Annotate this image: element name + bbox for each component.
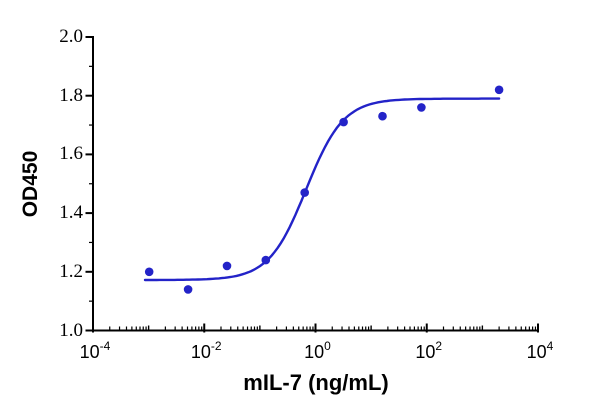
y-tick-label: 1.6 (59, 143, 83, 165)
y-tick-label: 1.8 (59, 84, 83, 106)
dose-response-curve (143, 97, 501, 282)
data-point (300, 188, 310, 197)
x-tick-label: 104 (526, 339, 554, 362)
x-tick-label: 10-4 (79, 339, 111, 362)
x-tick-label: 10-2 (190, 339, 222, 362)
y-tick-label: 2.0 (59, 26, 83, 47)
y-tick-label: 1.4 (59, 202, 83, 224)
y-axis-title: OD450 (19, 150, 42, 218)
data-point (339, 117, 348, 127)
data-point (144, 267, 154, 277)
data-point (494, 85, 504, 95)
y-tick-label: 1.0 (59, 319, 83, 341)
x-axis-title: mIL-7 (ng/mL) (243, 370, 389, 395)
y-tick-label: 1.2 (59, 260, 83, 282)
data-point (261, 255, 271, 265)
data-point (222, 261, 232, 271)
x-tick-label: 100 (304, 339, 331, 362)
data-point (417, 103, 426, 112)
data-point (378, 111, 387, 121)
data-point (183, 285, 193, 294)
x-tick-label: 102 (415, 339, 443, 362)
